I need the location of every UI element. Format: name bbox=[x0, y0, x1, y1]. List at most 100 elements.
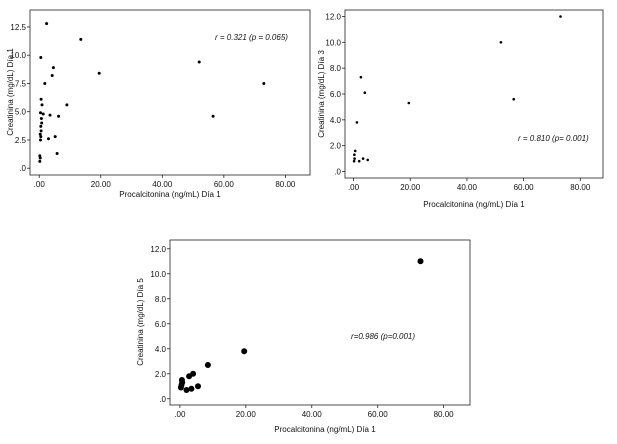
chart-3-plot-frame bbox=[169, 239, 471, 406]
chart-3-x-axis-label: Procalcitonina (ng/mL) Día 1 bbox=[274, 425, 376, 434]
chart-3-y-tick-label-6: 10.0 bbox=[150, 270, 166, 279]
chart-1-point-30 bbox=[262, 82, 266, 85]
chart-3-y-tick-label-7: 12.0 bbox=[150, 245, 166, 254]
chart-2-correlation-annotation: r = 0.810 (p= 0.001) bbox=[518, 134, 589, 143]
chart-1-point-8 bbox=[39, 124, 43, 128]
chart-3-point-9 bbox=[195, 383, 201, 390]
chart-1-point-29 bbox=[211, 114, 215, 118]
chart-2-y-tick-label-5: 8.0 bbox=[330, 64, 342, 73]
chart-2-point-5 bbox=[355, 121, 359, 124]
chart-creatinina-dia-1: .00 20.00 40.00 60.00 80.00 .0 2.5 5.0 7.5 10.0 12… bbox=[6, 9, 311, 199]
chart-3-y-tick-label-3: 4.0 bbox=[155, 345, 167, 354]
chart-1-x-tick-label-5: 80.00 bbox=[275, 180, 296, 189]
chart-2-y-tick-label-3: 4.0 bbox=[330, 116, 342, 125]
chart-2-x-tick-label-1: .00 bbox=[348, 183, 360, 192]
chart-2-point-4 bbox=[353, 149, 357, 153]
chart-1-x-tick-label-3: 40.00 bbox=[152, 180, 173, 189]
chart-1-point-4 bbox=[39, 138, 42, 142]
chart-3-x-tick-label-5: 80.00 bbox=[434, 410, 455, 419]
chart-2-y-tick-label-2: 2.0 bbox=[330, 142, 342, 151]
chart-1-point-28 bbox=[197, 60, 201, 64]
chart-3-point-5 bbox=[183, 387, 190, 393]
chart-1-point-23 bbox=[55, 152, 59, 155]
chart-1-point-11 bbox=[39, 111, 42, 115]
chart-1-point-20 bbox=[50, 74, 54, 77]
chart-3-correlation-annotation: r=0.986 (p=0.001) bbox=[351, 332, 415, 341]
chart-1-point-3 bbox=[38, 154, 42, 158]
chart-2-point-10 bbox=[366, 158, 370, 162]
chart-2-points bbox=[352, 15, 562, 163]
chart-1-point-7 bbox=[39, 129, 43, 133]
chart-1-correlation-annotation: r = 0.321 (p = 0.065) bbox=[215, 33, 288, 42]
chart-1-point-17 bbox=[45, 22, 49, 26]
chart-2-point-9 bbox=[363, 91, 367, 94]
chart-1-ticks: .00 20.00 40.00 60.00 80.00 .0 2.5 5.0 7.5 10.0 12… bbox=[10, 23, 296, 189]
chart-1-y-tick-label-3: 5.0 bbox=[15, 108, 27, 117]
chart-2-point-2 bbox=[353, 157, 356, 160]
chart-creatinina-dia-5: .00 20.00 40.00 60.00 80.00 .0 2.0 4.0 6.0 8.0 10.… bbox=[136, 239, 471, 434]
chart-1-point-5 bbox=[39, 135, 43, 139]
chart-1-point-6 bbox=[38, 132, 42, 136]
chart-3-y-tick-label-4: 6.0 bbox=[155, 320, 167, 329]
chart-1-point-26 bbox=[79, 37, 83, 41]
chart-2-y-tick-label-4: 6.0 bbox=[330, 90, 342, 99]
chart-1-x-tick-label-1: .00 bbox=[34, 180, 46, 189]
chart-1-point-13 bbox=[39, 97, 43, 101]
chart-1-y-axis-label: Creatinina (mg/dL) Día 1 bbox=[6, 48, 15, 136]
chart-2-x-axis-label: Procalcitonina (ng/mL) Día 1 bbox=[423, 200, 525, 209]
chart-2-point-11 bbox=[407, 101, 411, 105]
chart-1-point-21 bbox=[51, 66, 55, 70]
chart-3-y-tick-label-5: 8.0 bbox=[155, 295, 167, 304]
chart-2-point-14 bbox=[559, 15, 562, 18]
chart-1-point-16 bbox=[43, 82, 47, 85]
chart-3-points bbox=[177, 258, 424, 393]
chart-2-x-tick-label-2: 20.00 bbox=[400, 183, 421, 192]
chart-1-points bbox=[38, 22, 266, 163]
chart-1-plot-frame bbox=[29, 9, 311, 176]
chart-2-y-tick-label-1: .0 bbox=[334, 168, 341, 177]
chart-1-point-27 bbox=[97, 71, 101, 75]
chart-1-point-15 bbox=[41, 112, 45, 116]
chart-1-point-24 bbox=[57, 114, 61, 118]
chart-3-y-tick-label-1: .0 bbox=[159, 395, 166, 404]
chart-1-point-9 bbox=[40, 121, 44, 125]
chart-1-y-tick-label-6: 12.5 bbox=[10, 23, 26, 32]
chart-1-x-axis-label: Procalcitonina (ng/mL) Día 1 bbox=[119, 190, 221, 199]
chart-3-y-axis-label: Creatinina (mg/dL) Día 5 bbox=[136, 278, 145, 366]
chart-1-point-19 bbox=[48, 113, 52, 117]
chart-1-x-tick-label-2: 20.00 bbox=[91, 180, 112, 189]
chart-2-y-tick-label-7: 12.0 bbox=[325, 12, 341, 21]
chart-2-point-3 bbox=[353, 153, 356, 156]
chart-2-point-7 bbox=[359, 75, 363, 79]
chart-3-x-tick-label-1: .00 bbox=[174, 410, 186, 419]
chart-2-point-8 bbox=[361, 157, 365, 160]
chart-2-ticks: .00 20.00 40.00 60.00 80.00 .0 2.0 4.0 6.0 8.0 10.… bbox=[325, 12, 590, 192]
chart-1-point-25 bbox=[65, 103, 69, 107]
chart-3-point-11 bbox=[241, 348, 248, 355]
chart-3-point-4 bbox=[178, 377, 185, 383]
chart-3-point-10 bbox=[204, 362, 211, 368]
chart-2-y-axis-label: Creatinina (mg/dL) Día 3 bbox=[317, 50, 326, 138]
chart-3-y-tick-label-2: 2.0 bbox=[155, 370, 167, 379]
chart-3-point-8 bbox=[190, 370, 197, 377]
chart-3-point-7 bbox=[188, 385, 195, 392]
chart-1-y-tick-label-1: .0 bbox=[19, 164, 26, 173]
chart-3-ticks: .00 20.00 40.00 60.00 80.00 .0 2.0 4.0 6.0 8.0 10.… bbox=[150, 245, 454, 419]
chart-1-y-tick-label-5: 10.0 bbox=[10, 51, 26, 60]
chart-2-y-tick-label-6: 10.0 bbox=[325, 38, 341, 47]
chart-creatinina-dia-3: .00 20.00 40.00 60.00 80.00 .0 2.0 4.0 6.0 8.0 10.… bbox=[317, 9, 604, 209]
chart-1-point-10 bbox=[39, 117, 43, 120]
chart-1-point-22 bbox=[53, 135, 57, 139]
chart-1-point-1 bbox=[38, 159, 42, 163]
chart-3-x-tick-label-2: 20.00 bbox=[236, 410, 257, 419]
chart-1-y-tick-label-2: 2.5 bbox=[15, 136, 27, 145]
chart-2-point-12 bbox=[499, 41, 503, 44]
chart-2-point-6 bbox=[357, 159, 361, 163]
chart-2-point-13 bbox=[512, 97, 515, 101]
chart-2-x-tick-label-5: 80.00 bbox=[570, 183, 591, 192]
chart-1-point-12 bbox=[40, 103, 44, 107]
chart-1-point-14 bbox=[39, 56, 43, 59]
chart-3-x-tick-label-4: 60.00 bbox=[368, 410, 389, 419]
chart-3-point-12 bbox=[417, 258, 424, 265]
